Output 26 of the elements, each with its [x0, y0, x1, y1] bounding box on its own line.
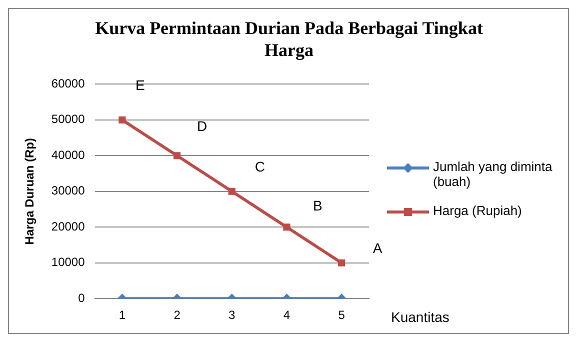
y-tick-label: 60000 — [51, 76, 86, 91]
chart-title: Kurva Permintaan Durian Pada Berbagai Tingkat Harga — [94, 17, 484, 61]
y-tick-label: 50000 — [51, 112, 86, 126]
point — [283, 224, 290, 231]
x-tick-label: 4 — [283, 308, 290, 322]
point — [118, 116, 126, 124]
annotation: B — [313, 197, 322, 214]
y-tick-label: 40000 — [51, 148, 86, 162]
annotation: D — [196, 118, 208, 134]
x-tick-label: 1 — [118, 308, 126, 322]
x-tick-label: 5 — [338, 308, 346, 322]
x-tick-label: 3 — [228, 308, 236, 322]
legend-label: Harga (Rupiah) — [433, 203, 522, 218]
y-tick-label: 10000 — [51, 255, 86, 270]
point — [174, 152, 181, 160]
annotation: E — [136, 77, 145, 94]
annotation: C — [254, 158, 265, 175]
x-tick-label: 2 — [174, 308, 181, 322]
y-tick-label: 30000 — [51, 184, 86, 198]
y-axis-title: Harga Duruan (Rp) — [22, 138, 37, 245]
y-tick-label: 0 — [78, 290, 86, 305]
x-axis-title: Kuantitas — [391, 309, 450, 325]
y-tick-label: 20000 — [51, 219, 86, 234]
point — [228, 188, 236, 195]
text: A — [372, 240, 383, 256]
legend-label: Jumlah yang diminta (buah) — [433, 159, 554, 189]
